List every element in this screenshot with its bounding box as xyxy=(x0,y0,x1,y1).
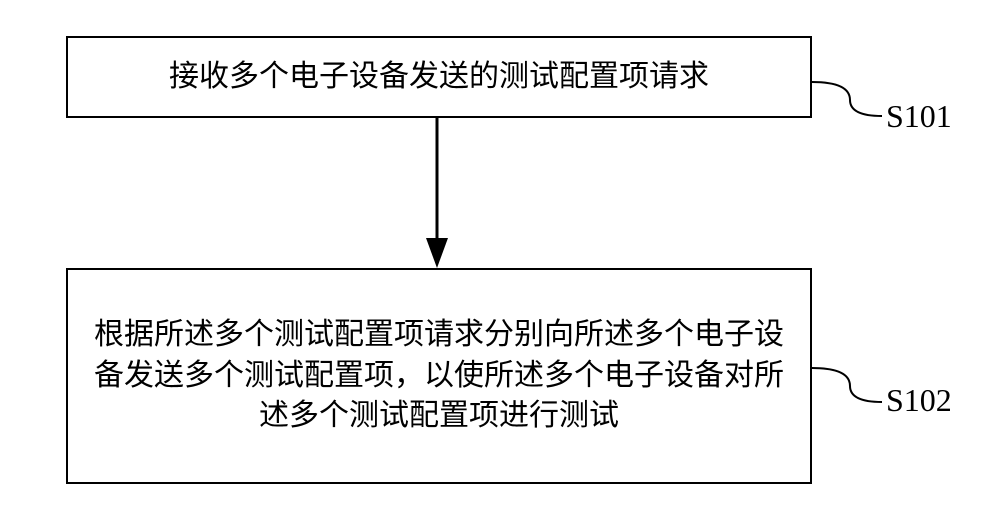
flowchart-canvas: 接收多个电子设备发送的测试配置项请求S101根据所述多个测试配置项请求分别向所述… xyxy=(0,0,1000,529)
label-connector-1 xyxy=(0,0,1000,529)
